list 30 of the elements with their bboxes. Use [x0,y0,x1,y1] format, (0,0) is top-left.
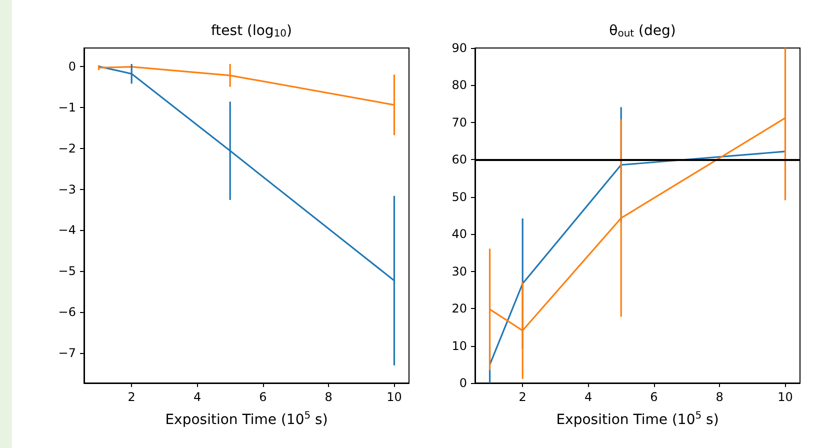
y-tick-label: 0 [459,376,467,390]
x-tick-label: 2 [518,390,526,404]
y-tick-label: 20 [452,302,467,316]
x-tick-label: 10 [778,390,793,404]
y-tick-label: −5 [58,264,76,278]
x-tick-label: 8 [716,390,724,404]
y-tick-label: −4 [58,223,76,238]
y-tick-label: 0 [68,59,76,74]
y-tick-label: −6 [58,305,76,320]
y-tick-label: 90 [452,41,467,55]
x-tick-label: 2 [128,390,136,404]
y-tick-label: −1 [58,100,76,114]
y-tick-label: 10 [452,338,467,353]
chart-title: θout (deg) [609,23,676,40]
y-tick-label: −7 [58,346,76,360]
y-tick-label: 80 [452,78,467,92]
y-tick-label: 70 [452,115,467,130]
y-tick-label: 50 [452,190,467,204]
x-tick-label: 8 [324,390,332,404]
y-tick-label: −2 [58,141,76,156]
x-tick-label: 6 [650,390,658,404]
x-tick-label: 4 [584,390,592,404]
y-tick-label: −3 [58,182,76,196]
x-tick-label: 6 [259,390,267,404]
x-tick-label: 10 [386,390,402,404]
y-tick-label: 60 [452,152,467,167]
chart-title: ftest (log10) [210,23,292,40]
x-tick-label: 4 [193,390,202,404]
y-tick-label: 30 [452,264,467,278]
y-tick-label: 40 [452,227,467,242]
